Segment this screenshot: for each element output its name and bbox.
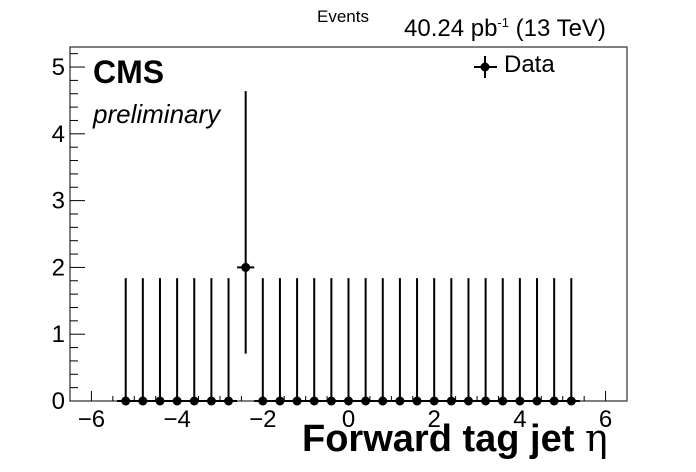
legend-marker [474,56,497,78]
data-point [494,278,512,406]
data-point [288,278,306,406]
x-axis-label: Forward tag jet η [302,416,608,461]
x-tick-label: 2 [428,406,441,433]
data-point [511,278,529,406]
data-marker [498,396,508,406]
data-marker [532,396,542,406]
cms-label: CMS [93,54,165,90]
lumi-exponent: -1 [497,15,509,30]
data-point [459,278,478,406]
data-marker [309,396,319,406]
luminosity-label: 40.24 pb-1 (13 TeV) [404,15,606,43]
data-point [408,278,426,406]
x-tick-label: 6 [599,406,612,433]
data-point [202,278,220,406]
data-point [322,278,340,406]
data-point [271,278,289,406]
data-point [117,278,135,406]
data-marker [429,396,439,406]
data-marker [258,396,268,406]
data-marker [378,396,388,406]
data-point [562,278,580,406]
legend-entry-data: Data [504,51,555,78]
data-point [545,278,563,406]
data-point [305,278,323,406]
data-point [391,278,409,406]
data-marker [463,396,473,406]
data-point [477,278,495,406]
data-point [425,278,443,406]
data-marker [549,396,559,406]
data-point [357,278,375,406]
y-tick-label: 1 [52,321,65,348]
y-tick-label: 5 [52,54,65,81]
data-marker [206,396,216,406]
data-marker [121,396,131,406]
data-marker [224,396,234,406]
x-tick-label: 4 [513,406,526,433]
lumi-value: 40.24 pb [404,15,498,42]
energy-label: (13 TeV) [515,15,606,42]
data-point [254,278,272,406]
data-point [442,278,460,406]
x-tick-label: 0 [342,406,355,433]
x-tick-label: −4 [163,406,190,433]
data-point [185,278,203,406]
data-point [134,278,152,406]
y-tick-label: 3 [52,188,65,215]
data-marker [481,396,491,406]
data-point [168,278,186,406]
data-point [151,278,169,406]
data-marker [326,396,336,406]
data-marker [241,262,251,272]
x-tick-label: −2 [249,406,276,433]
data-point [237,91,255,354]
data-marker [189,396,199,406]
data-marker [344,396,353,406]
y-tick-label: 0 [52,388,65,415]
data-marker [446,396,456,406]
x-tick-label: −6 [78,406,105,433]
data-marker [566,396,576,406]
y-axis-label: Events [317,7,369,26]
data-point [374,278,392,406]
data-point [219,278,238,406]
y-tick-label: 4 [52,121,65,148]
x-axis-label-symbol: η [584,416,608,460]
data-marker [138,396,148,406]
x-axis-label-text: Forward tag jet [302,418,575,460]
y-tick-label: 2 [52,254,65,281]
data-marker [292,396,302,406]
data-marker [172,396,182,406]
data-point [528,278,546,406]
data-marker [395,396,405,406]
data-marker [361,396,371,406]
data-marker [155,396,165,406]
data-marker [412,396,422,406]
data-marker [275,396,285,406]
data-point [339,278,358,406]
data-marker [515,396,525,406]
preliminary-label: preliminary [93,99,221,129]
